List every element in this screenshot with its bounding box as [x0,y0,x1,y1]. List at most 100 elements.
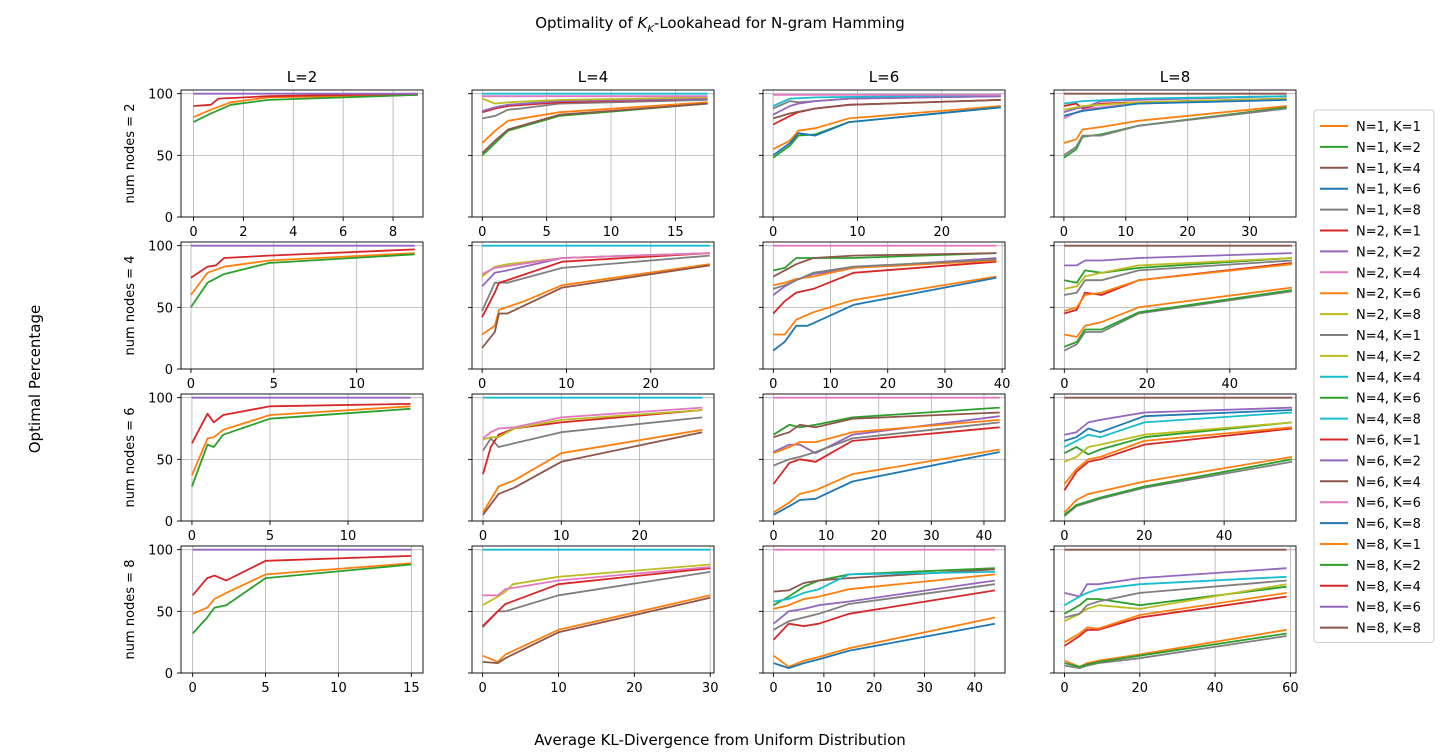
x-tick-label: 0 [478,225,486,240]
series-line-7 [773,419,1000,455]
x-tick-label: 20 [933,225,950,240]
series-group [192,548,412,635]
y-tick-label: 100 [148,544,173,559]
axes-frame [180,393,424,522]
panel-r4-c1: 0 5 10 15 0 50 100 num nodes = 8 [123,544,424,696]
column-title: L=4 [578,68,608,86]
x-tick-label: 20 [642,377,659,392]
column-title: L=2 [287,68,317,86]
panel-r1-c2: 0 5 10 15 L=4 [468,68,715,240]
series-line-3 [482,416,703,452]
series-group [482,396,703,516]
series-line-6 [482,406,703,440]
series-group [772,244,997,352]
panel-r4-c3: 0 10 20 30 40 [759,545,1006,696]
legend-item: N=2, K=8 [1320,308,1421,323]
series-line-6 [1063,421,1293,456]
series-line-8 [773,258,997,290]
legend-item: N=8, K=8 [1320,622,1421,637]
series-line-5 [1064,263,1292,312]
legend-item: N=1, K=4 [1320,162,1421,177]
series-line-8 [773,583,996,631]
y-tick-label: 0 [165,667,173,682]
series-line-4 [481,252,710,318]
x-tick-label: 40 [1216,529,1233,544]
series-line-2 [192,563,412,635]
legend-label: N=6, K=4 [1356,475,1421,490]
x-tick-label: 10 [558,377,575,392]
legend-label: N=4, K=6 [1356,392,1421,407]
legend-label: N=2, K=1 [1356,225,1421,240]
series-line-5 [1063,95,1287,114]
series-line-7 [1064,567,1287,598]
series-line-6 [1064,585,1287,615]
legend-label: N=1, K=2 [1356,141,1421,156]
legend-label: N=1, K=1 [1356,120,1421,135]
series-group [1063,92,1287,159]
series-line-1 [190,252,415,296]
legend-item: N=8, K=4 [1320,580,1421,595]
legend-item: N=1, K=1 [1320,120,1421,135]
series-group [1063,244,1293,352]
x-tick-label: 10 [849,225,866,240]
legend-label: N=4, K=1 [1356,329,1421,344]
legend-item: N=1, K=6 [1320,183,1421,198]
legend-label: N=8, K=8 [1356,622,1421,637]
axes-frame [1053,545,1297,674]
series-line-4 [773,415,1000,455]
x-tick-label: 0 [189,681,197,696]
x-tick-label: 10 [818,529,835,544]
series-line-2 [1063,290,1293,352]
x-tick-label: 0 [189,225,197,240]
panel-r2-c3: 0 10 20 30 40 [759,241,1010,392]
legend-label: N=8, K=2 [1356,559,1421,574]
series-line-1 [481,101,708,144]
x-tick-label: 10 [822,377,839,392]
legend-label: N=6, K=2 [1356,454,1421,469]
x-tick-label: 10 [816,681,833,696]
axes-frame [762,89,1006,218]
axes-frame [180,545,424,674]
series-line-7 [772,99,1001,120]
series-line-1 [1064,286,1293,338]
y-tick-label: 50 [156,149,173,164]
series-group [1064,548,1287,669]
series-line-3 [1063,107,1287,157]
series-line-6 [773,411,1000,439]
y-tick-label: 50 [156,301,173,316]
x-tick-label: 20 [1136,529,1153,544]
legend-item: N=8, K=1 [1320,538,1421,553]
series-line-2 [1064,635,1287,669]
x-tick-label: 20 [866,681,883,696]
row-label: num nodes = 4 [123,256,138,356]
y-tick-label: 0 [165,515,173,530]
series-line-2 [191,407,411,487]
series-line-1 [773,448,1000,514]
series-line-4 [1063,427,1293,491]
legend-label: N=1, K=6 [1356,183,1421,198]
series-line-3 [192,555,412,596]
series-line-3 [481,254,710,312]
x-tick-label: 0 [769,681,777,696]
panel-r3-c2: 0 10 20 [468,393,715,544]
series-line-3 [772,260,997,315]
x-tick-label: 30 [923,529,940,544]
series-line-9 [773,571,995,603]
x-tick-label: 5 [543,225,551,240]
series-line-6 [482,566,711,597]
axes-frame [471,393,715,522]
series-line-6 [773,568,995,593]
panel-r3-c4: 0 20 40 [1050,393,1297,544]
x-tick-label: 40 [967,681,984,696]
series-line-9 [1063,411,1293,448]
column-title: L=6 [869,68,899,86]
series-group [481,92,708,156]
legend: N=1, K=1 N=1, K=2 N=1, K=4 N=1, K=6 N=1, K=8… [1313,109,1435,643]
x-tick-label: 20 [631,529,648,544]
series-line-4 [1064,595,1287,647]
series-line-3 [1064,632,1287,668]
series-line-1 [482,594,711,663]
legend-item: N=2, K=1 [1320,225,1421,240]
axes-frame [471,241,715,370]
